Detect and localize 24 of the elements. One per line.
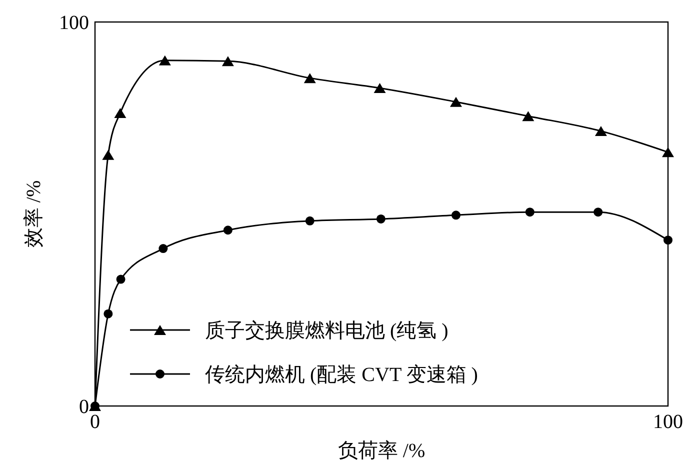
legend-label: 传统内燃机 (配装 CVT 变速箱 ) xyxy=(205,364,478,386)
legend-label: 质子交换膜燃料电池 (纯氢 ) xyxy=(205,320,448,342)
x-axis-title: 负荷率 /% xyxy=(338,440,426,462)
y-axis-title: 效率 /% xyxy=(23,180,45,248)
point xyxy=(116,274,126,284)
point xyxy=(104,309,113,318)
point xyxy=(450,96,462,107)
point xyxy=(594,208,603,217)
point xyxy=(664,236,672,245)
point xyxy=(525,208,534,217)
point xyxy=(662,147,674,158)
point xyxy=(158,244,168,254)
point xyxy=(222,56,234,66)
point xyxy=(305,216,314,226)
point xyxy=(522,111,534,122)
point xyxy=(451,210,460,220)
point xyxy=(376,214,386,224)
point xyxy=(304,73,316,84)
point xyxy=(102,150,114,160)
point xyxy=(223,226,232,235)
point xyxy=(374,83,386,94)
point xyxy=(158,55,171,66)
point xyxy=(114,108,126,118)
point xyxy=(594,126,607,136)
